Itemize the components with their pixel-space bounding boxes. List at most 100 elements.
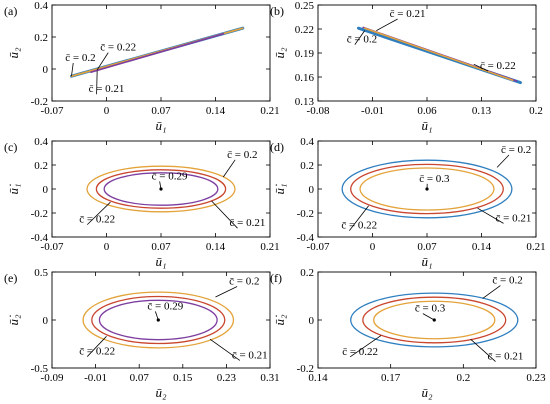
series-ellipse [373, 300, 496, 340]
x-tick-label: -0.08 [307, 105, 330, 117]
series-ellipse [91, 295, 226, 345]
y-tick-label: -0.4 [297, 232, 315, 244]
annotation-leader [477, 207, 504, 224]
series-ellipse [95, 169, 227, 209]
y-tick-label: 0.2 [34, 160, 48, 172]
y-axis-label: ū̇₂ [6, 314, 21, 326]
x-tick-label: -0.07 [307, 241, 330, 253]
x-tick-label: 0 [370, 241, 376, 253]
x-tick-label: -0.07 [41, 105, 64, 117]
x-axis-label: ū₁ [421, 118, 432, 133]
annotation-label: c̄ = 0.3 [419, 173, 450, 185]
annotation-leader [349, 335, 382, 358]
y-axis-label: ū̇₂ [272, 314, 287, 326]
x-axis-label: ū₁ [155, 118, 166, 133]
panel-label: (d) [270, 140, 284, 154]
y-tick-label: 0.13 [295, 96, 315, 108]
y-axis-label: ū̇₁ [272, 183, 287, 194]
annotation-leader [86, 336, 107, 357]
y-tick-label: -0.2 [31, 208, 48, 220]
annotation-leader [376, 18, 398, 31]
x-tick-label: -0.07 [41, 241, 64, 253]
x-tick-label: -0.09 [41, 372, 64, 384]
x-tick-label: 0 [104, 105, 110, 117]
panel-label: (f) [270, 271, 282, 285]
annotation-label: c̄ = 0.3 [415, 303, 446, 315]
x-tick-label: 0.17 [381, 372, 401, 384]
annotation-label: c̄ = 0.22 [79, 214, 115, 226]
y-tick-label: -0.4 [31, 232, 49, 244]
y-tick-label: 0.16 [295, 72, 315, 84]
annotation-leader [482, 285, 501, 299]
annotation-label: c̄ = 0.21 [496, 212, 532, 224]
x-tick-label: 0.15 [173, 372, 193, 384]
x-tick-label: 0.2 [456, 372, 470, 384]
x-axis-label: ū₂ [421, 385, 433, 400]
panel-e: (e) c̄ = 0.29 c̄ = 0.2 c̄ = 0.22 c̄ = 0.21 -0… [4, 267, 280, 400]
panel-b: (b) c̄ = 0.21 c̄ = 0.2 c̄ = 0.22 -0.08 -0.01 0… [270, 0, 543, 133]
series-ellipse [98, 299, 218, 341]
y-tick-label: 0.2 [34, 32, 48, 44]
panel-label: (b) [270, 4, 284, 18]
x-axis-label: ū₁ [155, 254, 166, 269]
series-ellipse [82, 291, 235, 349]
x-tick-label: 0.2 [529, 105, 543, 117]
y-tick-label: 0 [309, 315, 315, 327]
annotation-label: c̄ = 0.29 [147, 300, 183, 312]
annotation-leader [496, 154, 510, 168]
annotation-leader [354, 30, 366, 45]
annotation-label: c̄ = 0.22 [79, 346, 115, 358]
annotation-label: c̄ = 0.2 [229, 275, 259, 287]
annotation-leader [215, 286, 238, 298]
annotation-label: c̄ = 0.22 [341, 220, 377, 232]
annotation-label: c̄ = 0.21 [390, 8, 426, 20]
x-tick-label: 0.21 [526, 241, 545, 253]
x-tick-label: 0.21 [260, 105, 279, 117]
axes-frame [317, 4, 537, 102]
y-tick-label: -0.2 [297, 363, 314, 375]
annotation-leader [96, 52, 109, 71]
x-tick-label: 0.21 [260, 241, 279, 253]
x-tick-label: 0.07 [417, 241, 437, 253]
x-axis-label: ū₂ [155, 385, 167, 400]
annotation-label: c̄ = 0.2 [65, 52, 95, 64]
series-ellipse [359, 167, 495, 211]
annotation-leader [86, 201, 111, 225]
annotation-label: c̄ = 0.2 [227, 149, 257, 161]
y-tick-label: 0.22 [295, 24, 314, 36]
annotation-leader [209, 338, 241, 361]
series-ellipse [103, 172, 219, 206]
annotation-leader [159, 181, 162, 190]
x-tick-label: 0 [104, 241, 110, 253]
annotation-leader [154, 311, 159, 321]
y-axis-label: ū₂ [6, 47, 21, 59]
annotation-label: c̄ = 0.22 [342, 346, 378, 358]
y-tick-label: 0.25 [295, 0, 315, 12]
series-ellipse [350, 163, 504, 215]
annotation-label: c̄ = 0.21 [488, 351, 524, 363]
x-tick-label: 0.31 [260, 372, 279, 384]
y-tick-label: 0 [43, 184, 49, 196]
annotation-label: c̄ = 0.29 [152, 170, 188, 182]
annotation-leader [349, 205, 369, 231]
series-line [363, 27, 514, 81]
x-tick-label: 0.13 [472, 105, 492, 117]
x-tick-label: 0.07 [130, 372, 150, 384]
y-tick-label: -0.2 [297, 208, 314, 220]
y-axis-label: ū₂ [272, 47, 287, 59]
panel-label: (a) [4, 4, 17, 18]
annotation-label: c̄ = 0.2 [501, 144, 531, 156]
x-tick-label: -0.01 [84, 372, 107, 384]
y-tick-label: 0.19 [295, 48, 315, 60]
annotation-label: c̄ = 0.21 [89, 83, 125, 95]
panel-f: (f) c̄ = 0.3 c̄ = 0.2 c̄ = 0.22 c̄ = 0.21 0.1… [270, 267, 546, 400]
annotation-leader [470, 338, 496, 362]
x-tick-label: 0.07 [151, 105, 171, 117]
x-tick-label: 0.14 [308, 372, 328, 384]
y-axis-label: ū̇₁ [6, 183, 21, 194]
y-tick-label: 0 [309, 184, 315, 196]
series-line [90, 32, 225, 73]
series-ellipse [350, 292, 519, 348]
annotation-label: c̄ = 0.21 [232, 349, 268, 361]
